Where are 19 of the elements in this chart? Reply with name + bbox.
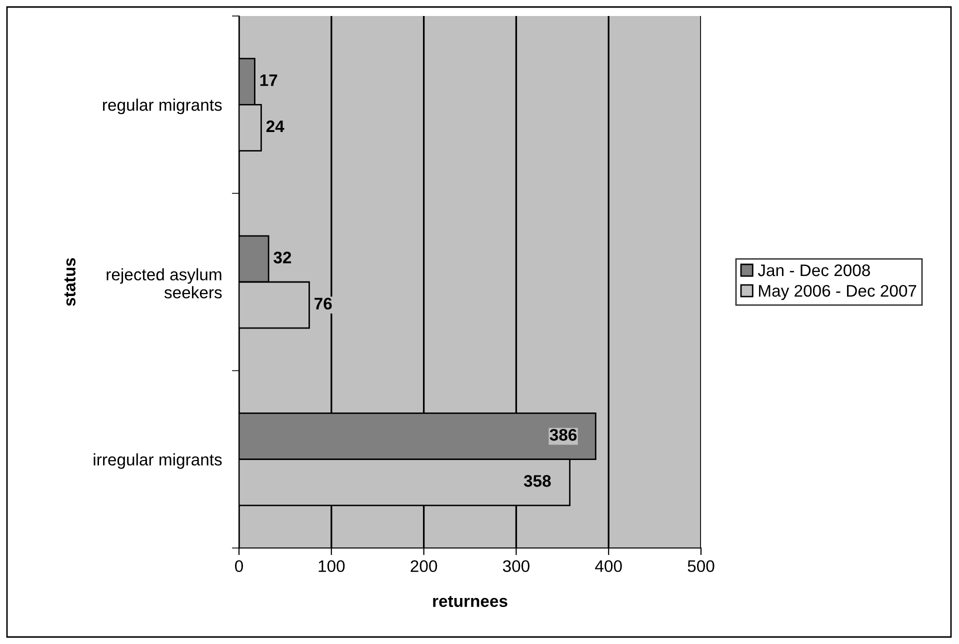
data-label: 358 [524,475,551,487]
legend-label: May 2006 - Dec 2007 [759,284,916,300]
data-label: 386 [550,428,577,441]
y-axis-title: status [64,258,76,306]
x-axis-title: returnees [433,596,508,608]
x-tick-label: 100 [318,560,345,572]
data-label: 17 [260,74,278,86]
x-tick-label: 500 [688,560,714,572]
x-tick-label: 0 [235,560,243,572]
x-tick-label: 400 [595,560,622,572]
y-tick-label: regular migrants [103,98,222,114]
y-tick-label: rejected asylum seekers [106,268,222,298]
x-tick-label: 200 [410,560,438,572]
data-label: 24 [266,120,284,132]
legend-label: Jan - Dec 2008 [758,264,870,276]
y-tick-label: irregular migrants [94,453,222,469]
data-label: 32 [274,252,292,264]
x-tick-label: 300 [502,560,530,572]
data-label: 76 [314,298,332,310]
